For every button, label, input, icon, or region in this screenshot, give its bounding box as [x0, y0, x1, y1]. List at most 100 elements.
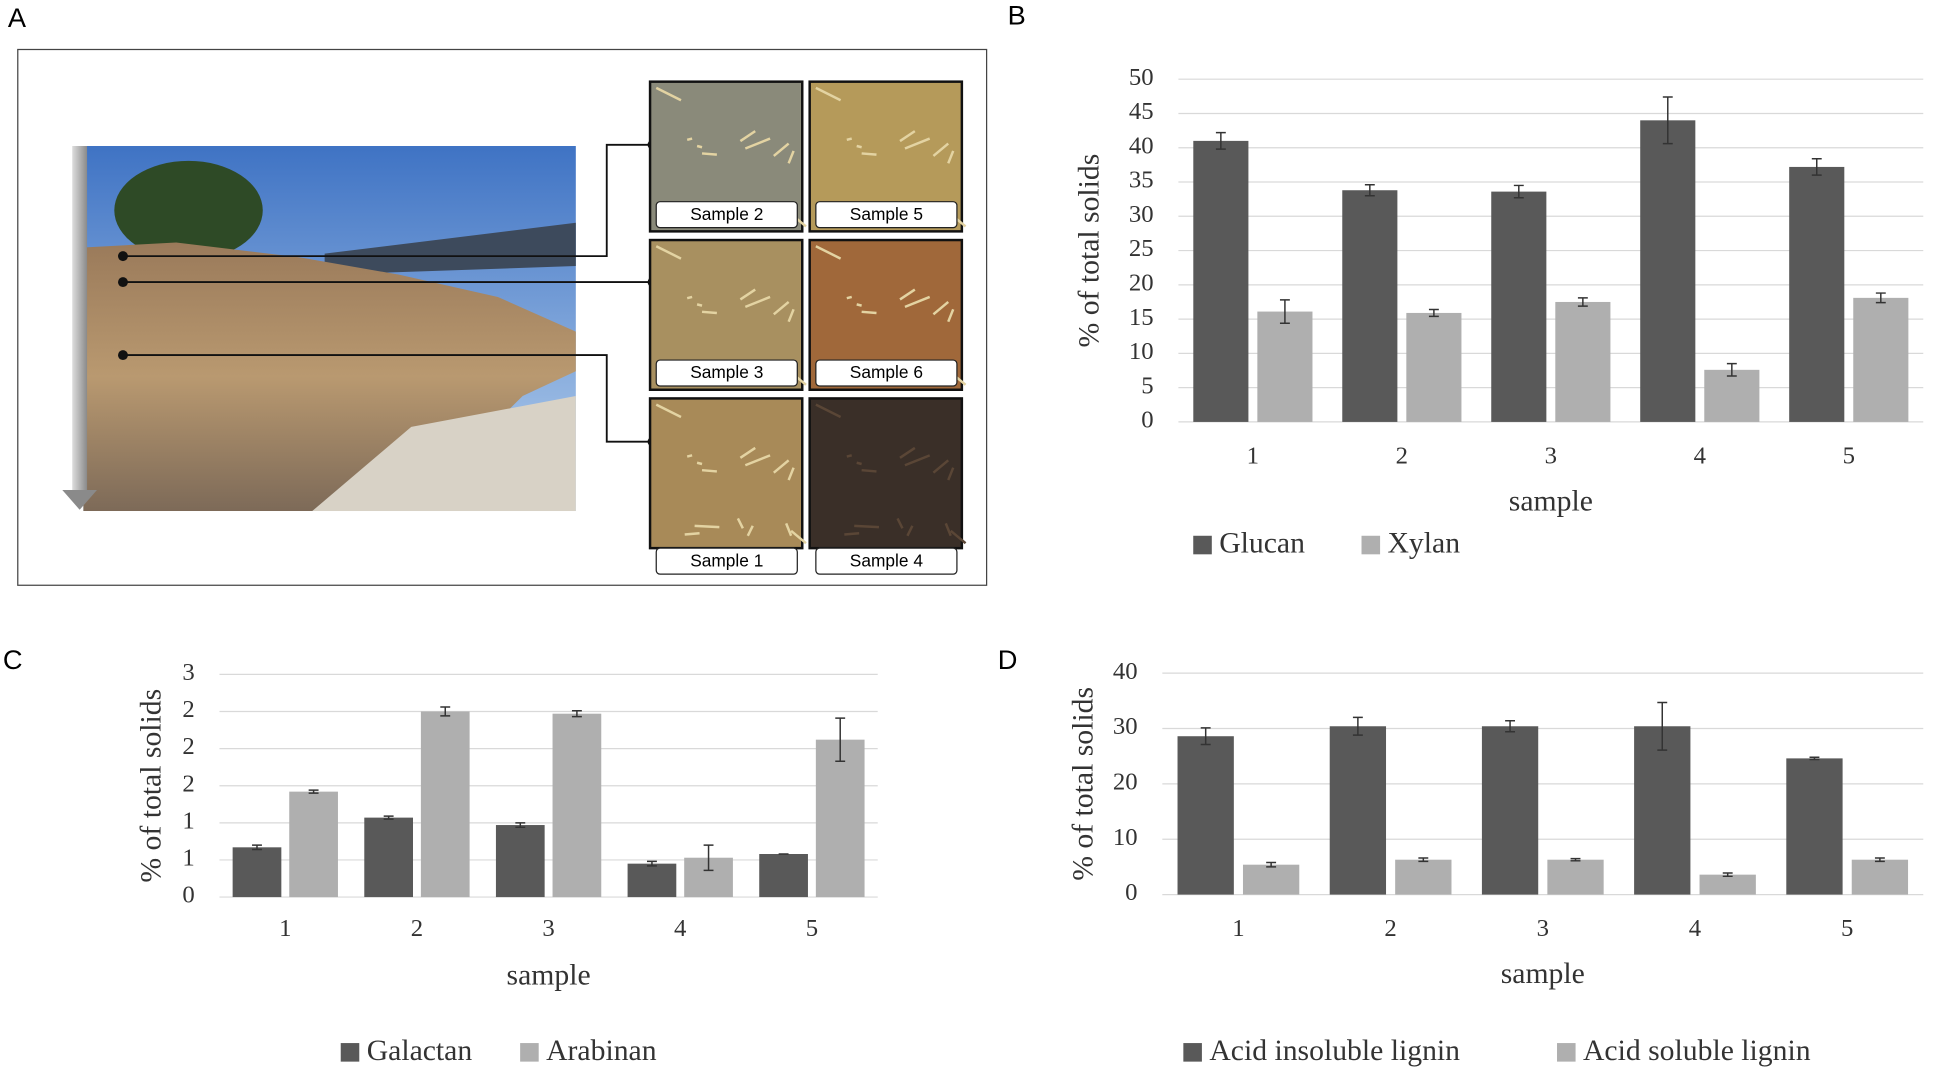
straw	[655, 245, 682, 260]
legend-swatch	[340, 1043, 360, 1062]
legend-swatch	[1183, 1043, 1202, 1062]
legend-label: Arabinan	[546, 1035, 657, 1067]
sample-label: Sample 5	[850, 204, 923, 224]
error-bar	[1215, 131, 1226, 150]
error-bar	[1570, 857, 1581, 862]
y-tick-label: 0	[1125, 879, 1137, 906]
straw	[815, 245, 842, 260]
x-tick-label: 2	[411, 915, 423, 942]
sample-photo	[808, 397, 964, 550]
straw	[739, 130, 756, 143]
straw	[739, 288, 756, 301]
x-tick-label: 3	[1537, 915, 1549, 942]
straw	[785, 522, 793, 537]
x-axis-label: sample	[1501, 958, 1585, 990]
error-bar	[1875, 292, 1886, 304]
straw	[947, 308, 955, 323]
legend-label: Acid insoluble lignin	[1209, 1035, 1460, 1067]
connectors	[122, 143, 653, 443]
x-tick-label: 4	[1694, 442, 1706, 469]
straw	[696, 144, 703, 149]
y-tick-label: 2	[182, 733, 194, 760]
straw	[686, 454, 693, 458]
depth-arrow-head	[62, 489, 97, 510]
bar	[815, 739, 865, 898]
straw	[896, 517, 904, 529]
bar	[1242, 864, 1300, 895]
legend-swatch	[1193, 535, 1212, 555]
error-bar	[308, 789, 319, 794]
depth-arrow	[72, 146, 88, 493]
straw	[772, 300, 790, 316]
y-tick-label: 1	[182, 807, 194, 834]
straw	[696, 303, 703, 307]
straw	[686, 295, 693, 300]
legend-swatch	[520, 1043, 539, 1062]
straw	[854, 524, 880, 529]
straw	[744, 295, 771, 309]
bar	[1257, 311, 1313, 422]
y-axis-label: % of total solids	[136, 689, 168, 883]
x-tick-label: 5	[1841, 915, 1853, 942]
panel-label: B	[1008, 0, 1026, 31]
straw	[846, 137, 853, 142]
straw	[906, 525, 914, 537]
straw	[701, 152, 717, 156]
y-tick-label: 5	[1141, 372, 1153, 399]
bar	[1851, 859, 1909, 895]
bar	[1853, 297, 1909, 422]
bar	[1395, 859, 1452, 895]
x-tick-label: 1	[1232, 915, 1244, 942]
sample-label-box	[655, 359, 798, 387]
bar	[1789, 166, 1845, 422]
error-bar	[646, 860, 657, 867]
straw	[815, 86, 842, 102]
y-axis-label: % of total solids	[1074, 154, 1106, 348]
legend-label: Xylan	[1388, 527, 1461, 559]
straw	[947, 150, 955, 164]
x-tick-label: 2	[1396, 442, 1408, 469]
sample-photo	[648, 397, 804, 550]
straw	[655, 86, 682, 102]
y-tick-label: 45	[1129, 98, 1154, 125]
straw	[694, 524, 720, 529]
sample-label: Sample 6	[850, 362, 923, 382]
x-axis-label: sample	[1509, 485, 1593, 517]
straw	[744, 454, 771, 467]
sample-label-box	[815, 547, 958, 575]
bar	[1481, 726, 1539, 895]
straw	[904, 137, 931, 150]
bar	[364, 817, 413, 898]
y-tick-label: 50	[1129, 64, 1154, 91]
bar	[420, 711, 470, 898]
error-bar	[383, 815, 394, 820]
sample-label: Sample 2	[690, 204, 763, 224]
straw	[899, 130, 916, 143]
straw	[932, 142, 950, 157]
y-tick-label: 10	[1129, 338, 1154, 365]
bar	[1786, 758, 1843, 895]
straw	[787, 308, 795, 323]
y-axis-label: % of total solids	[1067, 687, 1099, 881]
bar	[1491, 191, 1547, 422]
error-bar	[1811, 157, 1822, 176]
y-tick-label: 2	[182, 696, 194, 723]
straw	[949, 529, 967, 545]
photo	[83, 146, 576, 512]
error-bar	[1418, 857, 1429, 863]
error-bar	[1722, 872, 1733, 878]
legend-label: Glucan	[1219, 527, 1305, 559]
straw	[861, 152, 877, 156]
y-tick-label: 3	[182, 659, 194, 686]
straw	[787, 467, 795, 481]
panel-label: C	[3, 644, 23, 675]
y-tick-label: 20	[1129, 270, 1154, 297]
sample-label-box	[655, 547, 798, 575]
bar	[1640, 120, 1696, 422]
straw	[932, 300, 950, 316]
sample-label-box	[815, 201, 958, 229]
bar	[1704, 369, 1760, 422]
error-bar	[1577, 297, 1588, 307]
